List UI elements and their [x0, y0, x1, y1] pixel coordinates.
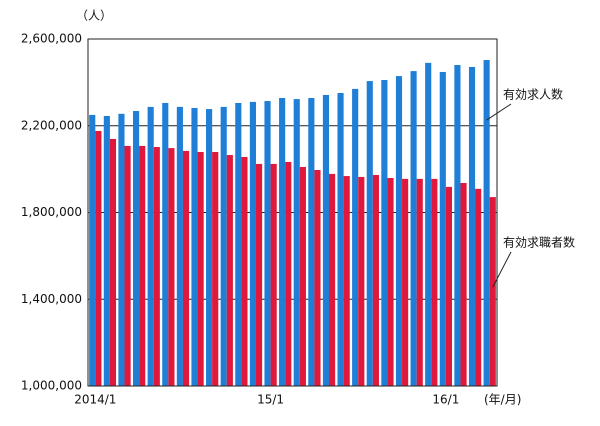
leader-line	[492, 251, 512, 288]
bar	[352, 88, 359, 386]
bar	[220, 106, 227, 387]
bar	[395, 76, 403, 386]
bar	[95, 130, 102, 386]
bar	[118, 113, 125, 387]
bar	[226, 155, 233, 386]
bar	[279, 97, 286, 387]
bar	[132, 111, 140, 386]
bar	[293, 99, 300, 386]
bar	[410, 71, 417, 386]
bar	[475, 188, 482, 386]
bar	[483, 60, 490, 387]
y-tick-label: 1,000,000	[21, 379, 82, 393]
bar	[255, 163, 263, 386]
x-unit: (年/月)	[484, 393, 521, 407]
bar	[299, 166, 306, 386]
bar	[416, 178, 423, 386]
bar	[264, 101, 271, 387]
bar	[366, 81, 373, 386]
bar	[206, 109, 213, 386]
leader-line	[486, 103, 512, 121]
series-label: 有効求職者数	[503, 235, 575, 250]
bar	[241, 156, 248, 386]
bar	[343, 176, 350, 386]
bar	[212, 151, 219, 386]
series-label: 有効求人数	[503, 87, 563, 102]
bar	[139, 145, 146, 386]
bar	[147, 106, 154, 387]
bar	[322, 94, 330, 387]
bar	[89, 114, 96, 386]
bar	[162, 102, 169, 387]
bar	[439, 71, 446, 386]
bar	[197, 151, 204, 386]
bar	[249, 101, 256, 387]
bar	[468, 66, 476, 387]
bar	[168, 148, 175, 386]
bar	[153, 147, 160, 386]
bar	[431, 178, 438, 386]
x-tick-label: 15/1	[257, 393, 284, 407]
bar	[372, 174, 379, 386]
bar	[235, 102, 242, 387]
x-tick-label: 2014/1	[74, 393, 116, 407]
x-tick-label: 16/1	[432, 393, 459, 407]
bar	[124, 145, 131, 386]
bar	[460, 183, 467, 386]
bar	[109, 138, 117, 386]
bar	[337, 93, 344, 386]
bar	[454, 65, 461, 387]
y-tick-label: 2,600,000	[21, 32, 82, 46]
bar	[270, 163, 277, 386]
bar	[425, 62, 432, 386]
bar	[402, 178, 409, 386]
bar	[191, 107, 198, 386]
bar	[182, 150, 190, 386]
bar	[314, 169, 321, 386]
bar	[445, 186, 453, 386]
bar	[329, 173, 336, 386]
bar	[308, 97, 315, 387]
bar	[387, 178, 394, 386]
y-tick-label: 1,800,000	[21, 205, 82, 219]
y-tick-label: 1,400,000	[21, 292, 82, 306]
y-tick-label: 2,200,000	[21, 118, 82, 132]
bar	[358, 176, 365, 386]
plot-frame	[87, 38, 498, 387]
bar	[489, 197, 496, 386]
bar	[285, 161, 292, 386]
bar	[381, 79, 388, 386]
bar	[176, 106, 183, 387]
bar	[103, 115, 110, 386]
y-unit: （人）	[76, 9, 112, 23]
